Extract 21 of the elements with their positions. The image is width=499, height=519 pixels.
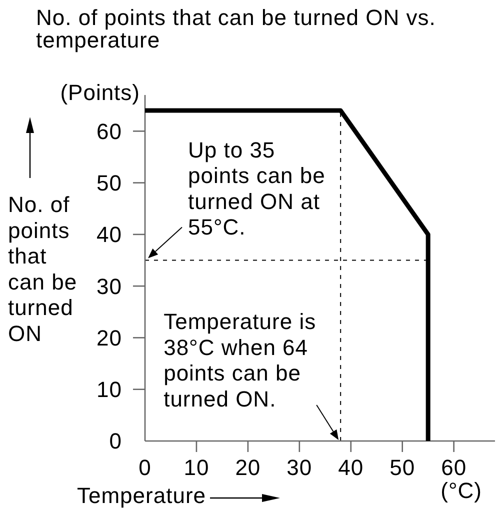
- chart-title: No. of points that can be turned ON vs. temperature: [36, 5, 436, 53]
- text: (Points): [60, 80, 140, 105]
- annotation: Up to 35 points can be turned ON at 55°C.: [188, 137, 326, 240]
- y-tick-label: 40: [96, 222, 122, 248]
- y-tick-label: 20: [96, 325, 122, 350]
- y-tick-label: 60: [96, 118, 122, 144]
- y-tick-label: 0: [109, 428, 122, 454]
- x-tick-label: 40: [338, 455, 364, 480]
- y-tick-label: 10: [96, 377, 122, 402]
- x-tick-label: 10: [184, 455, 210, 480]
- x-tick-label: 0: [138, 455, 152, 480]
- y-tick-label: 30: [96, 274, 122, 299]
- y-axis-title: No. of points that can be turned ON: [8, 192, 78, 346]
- text: (°C): [440, 478, 482, 503]
- annotation: Temperature is 38°C when 64 points can be turned ON.: [164, 309, 316, 412]
- x-tick-label: 60: [441, 455, 467, 480]
- x-axis-title: Temperature: [77, 483, 206, 508]
- x-tick-label: 50: [390, 455, 416, 480]
- y-tick-label: 50: [96, 170, 122, 196]
- x-tick-label: 20: [235, 455, 261, 480]
- x-tick-label: 30: [286, 455, 312, 480]
